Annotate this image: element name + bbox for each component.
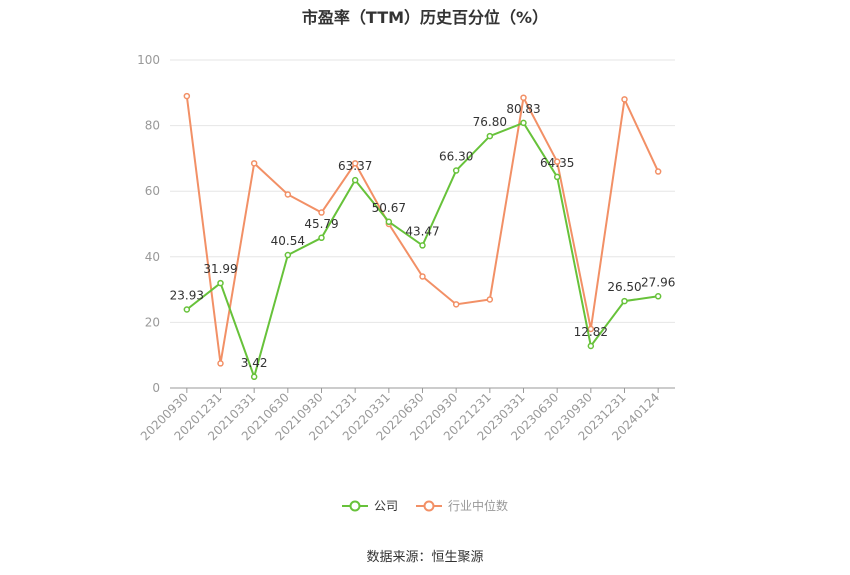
grid-layer — [170, 59, 675, 323]
data-label-company: 64.35 — [540, 156, 574, 170]
data-point-company — [351, 176, 359, 184]
series-layer — [183, 92, 662, 381]
legend-company-marker-icon — [341, 500, 368, 511]
data-point-industry-median — [553, 158, 561, 165]
legend-industry-marker-icon — [416, 500, 442, 511]
data-label-company: 26.50 — [607, 280, 641, 294]
data-label-company: 80.83 — [506, 102, 540, 116]
legend-industry-label: 行业中位数 — [448, 499, 509, 513]
legend: 公司 行业中位数 — [0, 497, 850, 514]
data-point-company — [385, 218, 393, 226]
data-point-industry-median — [654, 168, 662, 175]
data-point-company — [553, 173, 561, 181]
data-point-company — [621, 297, 628, 305]
data-label-company: 31.99 — [203, 262, 237, 276]
data-point-industry-median — [183, 92, 191, 100]
data-label-company: 76.80 — [473, 115, 507, 129]
data-point-industry-median — [452, 301, 460, 308]
data-point-company — [250, 373, 258, 381]
data-point-industry-median — [318, 209, 325, 216]
label-layer: 23.93 31.99 3.42 40.54 45.79 63.37 50.67 43.47 6… — [170, 102, 676, 370]
data-label-company: 63.37 — [338, 159, 372, 173]
data-point-industry-median — [486, 296, 494, 303]
data-point-industry-median — [250, 160, 258, 167]
data-point-industry-median — [621, 96, 628, 103]
y-tick-label: 0 — [152, 381, 160, 395]
chart-title: 市盈率（TTM）历史百分位（%） — [301, 8, 549, 27]
data-point-company — [486, 132, 494, 140]
data-label-company: 45.79 — [304, 217, 338, 231]
data-source: 数据来源：恒生聚源 — [366, 550, 484, 565]
data-point-industry-median — [284, 191, 292, 198]
y-tick-label: 80 — [145, 119, 160, 133]
data-label-company: 50.67 — [372, 201, 406, 215]
data-point-company — [318, 234, 325, 242]
data-point-company — [183, 306, 191, 313]
y-tick-label: 20 — [145, 315, 160, 329]
data-label-company: 40.54 — [271, 234, 305, 248]
data-point-company — [654, 293, 662, 300]
data-point-company — [587, 342, 595, 350]
data-point-company — [452, 167, 460, 174]
data-point-industry-median — [419, 273, 426, 280]
legend-item-industry-median[interactable]: 行业中位数 — [416, 497, 508, 514]
legend-item-company[interactable]: 公司 — [341, 497, 398, 514]
axis-layer: 0204060801002020093020201231202103312021… — [137, 53, 675, 443]
legend-company-label: 公司 — [373, 499, 398, 513]
data-point-company — [284, 251, 292, 259]
data-point-industry-median — [217, 360, 224, 367]
data-point-company — [217, 279, 224, 287]
data-point-company — [520, 119, 527, 127]
data-label-company: 3.42 — [241, 356, 268, 370]
y-tick-label: 100 — [137, 53, 160, 67]
data-label-company: 12.82 — [574, 325, 608, 339]
data-label-company: 66.30 — [439, 150, 473, 164]
data-label-company: 43.47 — [405, 224, 439, 238]
data-point-industry-median — [520, 94, 527, 101]
y-tick-label: 60 — [145, 184, 160, 198]
data-point-industry-median — [351, 160, 359, 167]
y-tick-label: 40 — [145, 250, 160, 264]
data-point-company — [419, 242, 426, 249]
data-label-company: 23.93 — [170, 289, 204, 303]
data-label-company: 27.96 — [641, 275, 675, 289]
